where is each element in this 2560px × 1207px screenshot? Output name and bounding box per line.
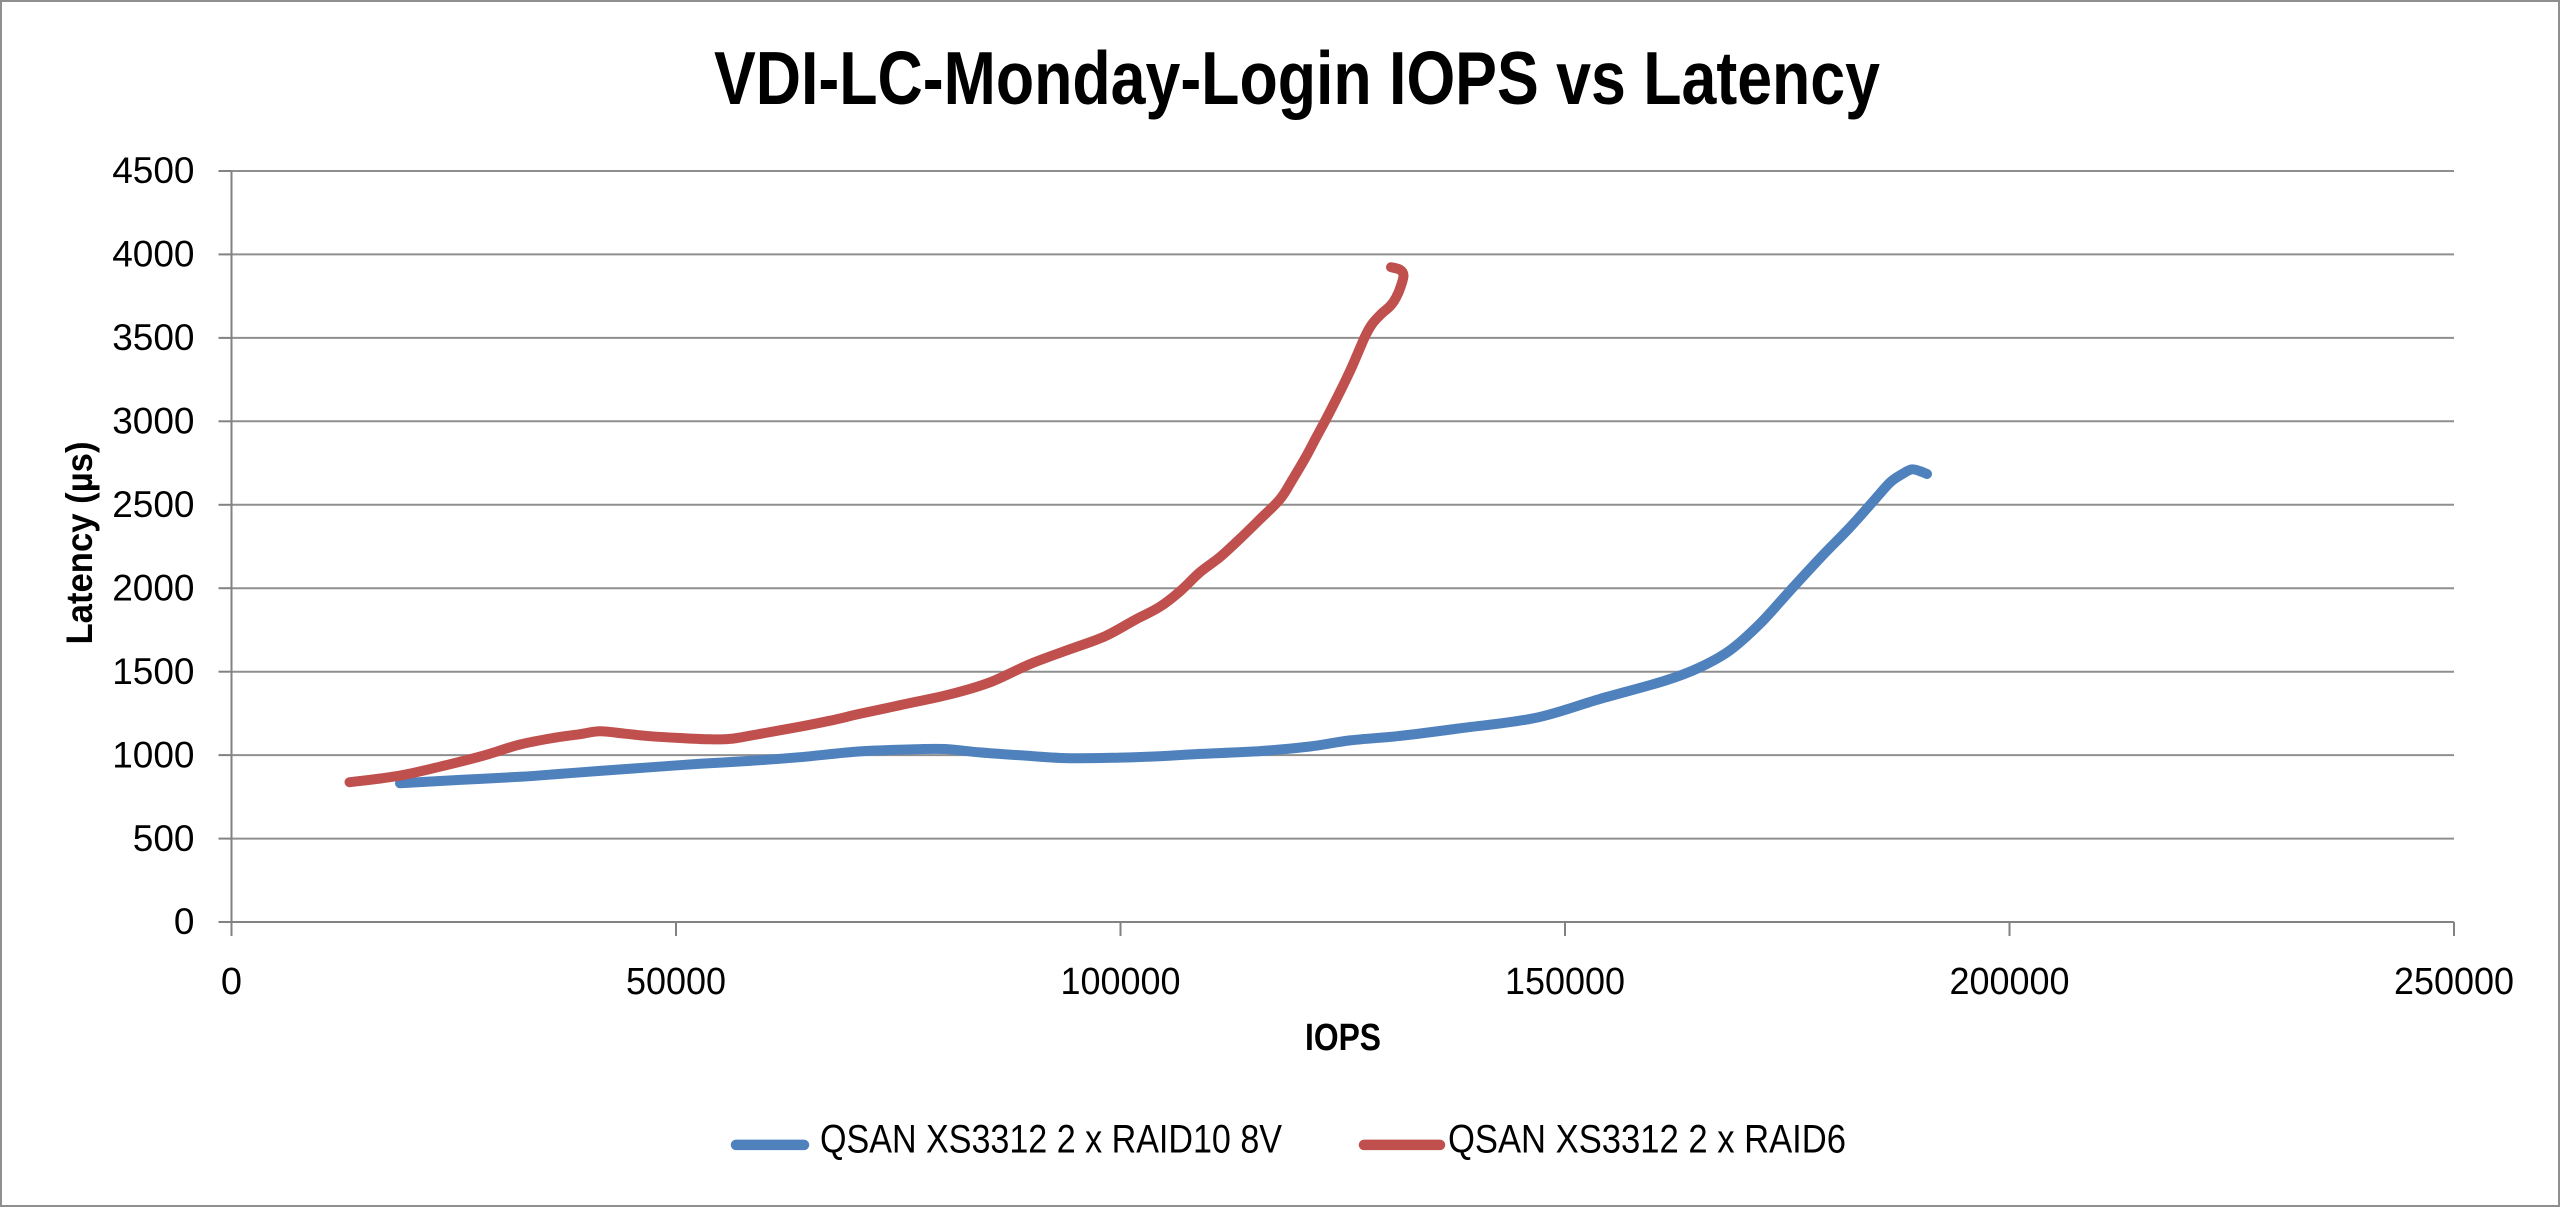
svg-text:0: 0 — [221, 961, 242, 1003]
svg-text:VDI-LC-Monday-Login IOPS vs La: VDI-LC-Monday-Login IOPS vs Latency — [714, 36, 1880, 120]
svg-text:100000: 100000 — [1061, 961, 1181, 1003]
svg-text:IOPS: IOPS — [1305, 1017, 1381, 1059]
svg-text:0: 0 — [174, 901, 195, 942]
svg-text:1000: 1000 — [112, 734, 194, 775]
svg-text:4000: 4000 — [112, 234, 194, 275]
svg-text:50000: 50000 — [626, 961, 726, 1003]
svg-text:1500: 1500 — [112, 651, 194, 692]
svg-text:QSAN XS3312 2 x RAID6: QSAN XS3312 2 x RAID6 — [1448, 1118, 1846, 1162]
svg-text:200000: 200000 — [1950, 961, 2070, 1003]
svg-text:QSAN XS3312 2 x RAID10 8V: QSAN XS3312 2 x RAID10 8V — [820, 1118, 1282, 1162]
svg-text:2000: 2000 — [112, 567, 194, 608]
svg-text:3000: 3000 — [112, 401, 194, 442]
svg-text:500: 500 — [133, 818, 195, 859]
svg-text:3500: 3500 — [112, 317, 194, 358]
svg-text:150000: 150000 — [1505, 961, 1625, 1003]
svg-text:2500: 2500 — [112, 484, 194, 525]
svg-text:4500: 4500 — [112, 150, 194, 191]
svg-text:250000: 250000 — [2394, 961, 2514, 1003]
svg-text:Latency (µs): Latency (µs) — [59, 442, 100, 645]
